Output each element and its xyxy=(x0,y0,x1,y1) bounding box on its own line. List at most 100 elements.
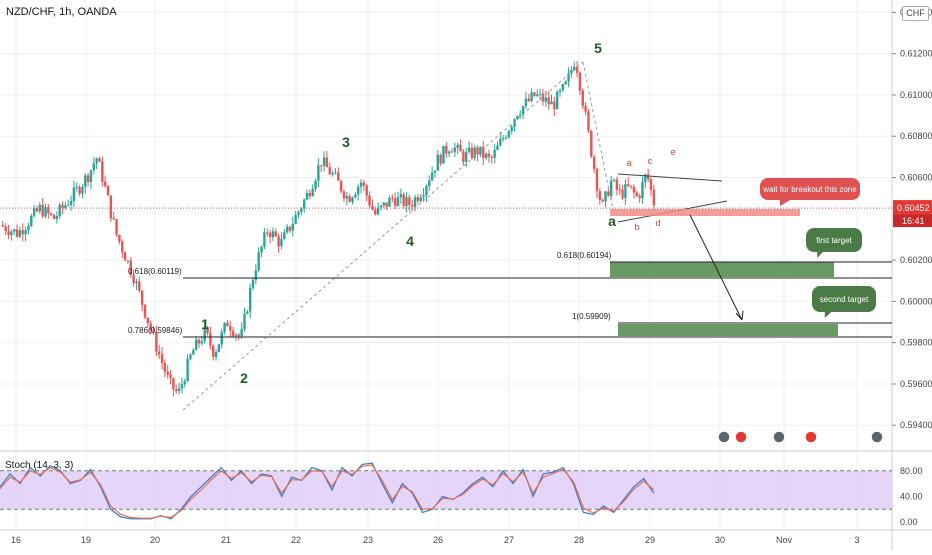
candle-body xyxy=(482,146,485,159)
candle-body xyxy=(300,208,303,212)
candle-body xyxy=(297,211,300,215)
current-price-label: 0.60452 xyxy=(897,203,930,213)
callout-bubble[interactable] xyxy=(806,228,862,252)
candle-body xyxy=(439,154,442,164)
candle-body xyxy=(177,388,181,391)
candle-body xyxy=(257,252,260,271)
candle-body xyxy=(251,279,255,288)
candle-body xyxy=(453,147,457,152)
time-tick-label: 19 xyxy=(81,535,91,545)
time-tick-label: 21 xyxy=(221,535,231,545)
price-tick-label: 0.60000 xyxy=(900,296,932,306)
candle-body xyxy=(186,358,189,382)
countdown-label: 16:41 xyxy=(902,216,925,226)
callout-tail xyxy=(780,200,790,206)
candle-body xyxy=(92,163,96,171)
symbol-header: NZD/CHF, 1h, OANDA xyxy=(6,6,117,18)
candle-body xyxy=(487,153,491,157)
candle-body xyxy=(220,331,223,345)
candle-body xyxy=(476,147,479,155)
candle-body xyxy=(578,72,582,91)
candle-body xyxy=(598,191,602,201)
candle-body xyxy=(473,147,476,158)
candle-body xyxy=(175,389,178,391)
current-price-tag[interactable] xyxy=(893,200,932,215)
price-tick-label: 0.60200 xyxy=(900,255,932,265)
candle-body xyxy=(553,101,556,110)
candle-body xyxy=(121,241,124,253)
candle-body xyxy=(89,170,93,183)
breakout-zone xyxy=(610,209,800,216)
candle-body xyxy=(465,152,468,162)
candle-body xyxy=(209,333,212,346)
candle-body xyxy=(234,334,238,336)
candle-body xyxy=(570,70,573,74)
candle-body xyxy=(180,384,184,389)
stoch-tick-label: 40.00 xyxy=(900,491,923,501)
candle-body xyxy=(601,200,604,202)
candle-body xyxy=(533,92,536,96)
candle-body xyxy=(126,260,130,262)
candle-body xyxy=(652,189,656,206)
triangle-label-b: b xyxy=(634,222,639,232)
candle-body xyxy=(334,172,337,174)
event-flag-icon[interactable] xyxy=(772,430,786,444)
triangle-label-d: d xyxy=(655,218,660,228)
candle-body xyxy=(629,185,633,187)
candle-body xyxy=(624,184,627,199)
callout-text: wait for breakout this zone xyxy=(762,185,857,194)
candle-body xyxy=(359,182,363,187)
second-target-zone xyxy=(618,324,838,336)
candle-body xyxy=(129,260,132,275)
candle-body xyxy=(382,202,385,206)
candle-body xyxy=(527,98,530,101)
candle-body xyxy=(24,230,27,235)
candle-body xyxy=(169,374,172,379)
event-flag-icon[interactable] xyxy=(870,430,884,444)
currency-badge[interactable]: CHF xyxy=(902,6,929,21)
candle-body xyxy=(231,330,235,336)
callout-text: first target xyxy=(816,236,852,245)
candle-body xyxy=(15,229,19,237)
event-flag-icon[interactable] xyxy=(717,430,731,444)
event-flag-icon[interactable] xyxy=(734,430,748,444)
candle-body xyxy=(345,196,349,199)
trend-line-dashed xyxy=(182,61,584,411)
event-flag-icon[interactable] xyxy=(804,430,818,444)
callout-bubble[interactable] xyxy=(760,178,860,200)
candle-body xyxy=(140,290,144,305)
candle-body xyxy=(428,180,431,187)
triangle-label-c: c xyxy=(648,156,653,166)
candle-body xyxy=(521,106,525,115)
callout-bubble[interactable] xyxy=(812,286,876,312)
candle-body xyxy=(55,216,59,219)
candle-body xyxy=(254,270,258,280)
candle-body xyxy=(470,147,474,158)
stoch-title: Stoch (14, 3, 3) xyxy=(5,460,73,471)
candle-body xyxy=(95,158,98,164)
time-tick-label: 3 xyxy=(854,535,859,545)
candle-body xyxy=(263,232,266,247)
time-tick-label: 28 xyxy=(574,535,584,545)
candle-body xyxy=(41,204,44,217)
candle-body xyxy=(541,93,545,102)
candle-body xyxy=(592,156,596,170)
time-tick-label: 22 xyxy=(291,535,301,545)
candle-body xyxy=(479,146,482,155)
stoch-tick-label: 0.00 xyxy=(900,517,918,527)
candle-body xyxy=(499,138,502,146)
candle-body xyxy=(425,186,428,196)
candle-body xyxy=(399,194,403,198)
candle-body xyxy=(200,341,204,344)
candle-body xyxy=(7,231,10,236)
candle-body xyxy=(152,330,155,332)
candle-body xyxy=(638,196,641,199)
candle-body xyxy=(368,195,371,206)
candle-body xyxy=(501,138,505,140)
candle-body xyxy=(379,205,383,208)
candle-body xyxy=(342,191,346,199)
price-tick-label: 0.61200 xyxy=(900,49,932,59)
candle-body xyxy=(75,187,78,189)
